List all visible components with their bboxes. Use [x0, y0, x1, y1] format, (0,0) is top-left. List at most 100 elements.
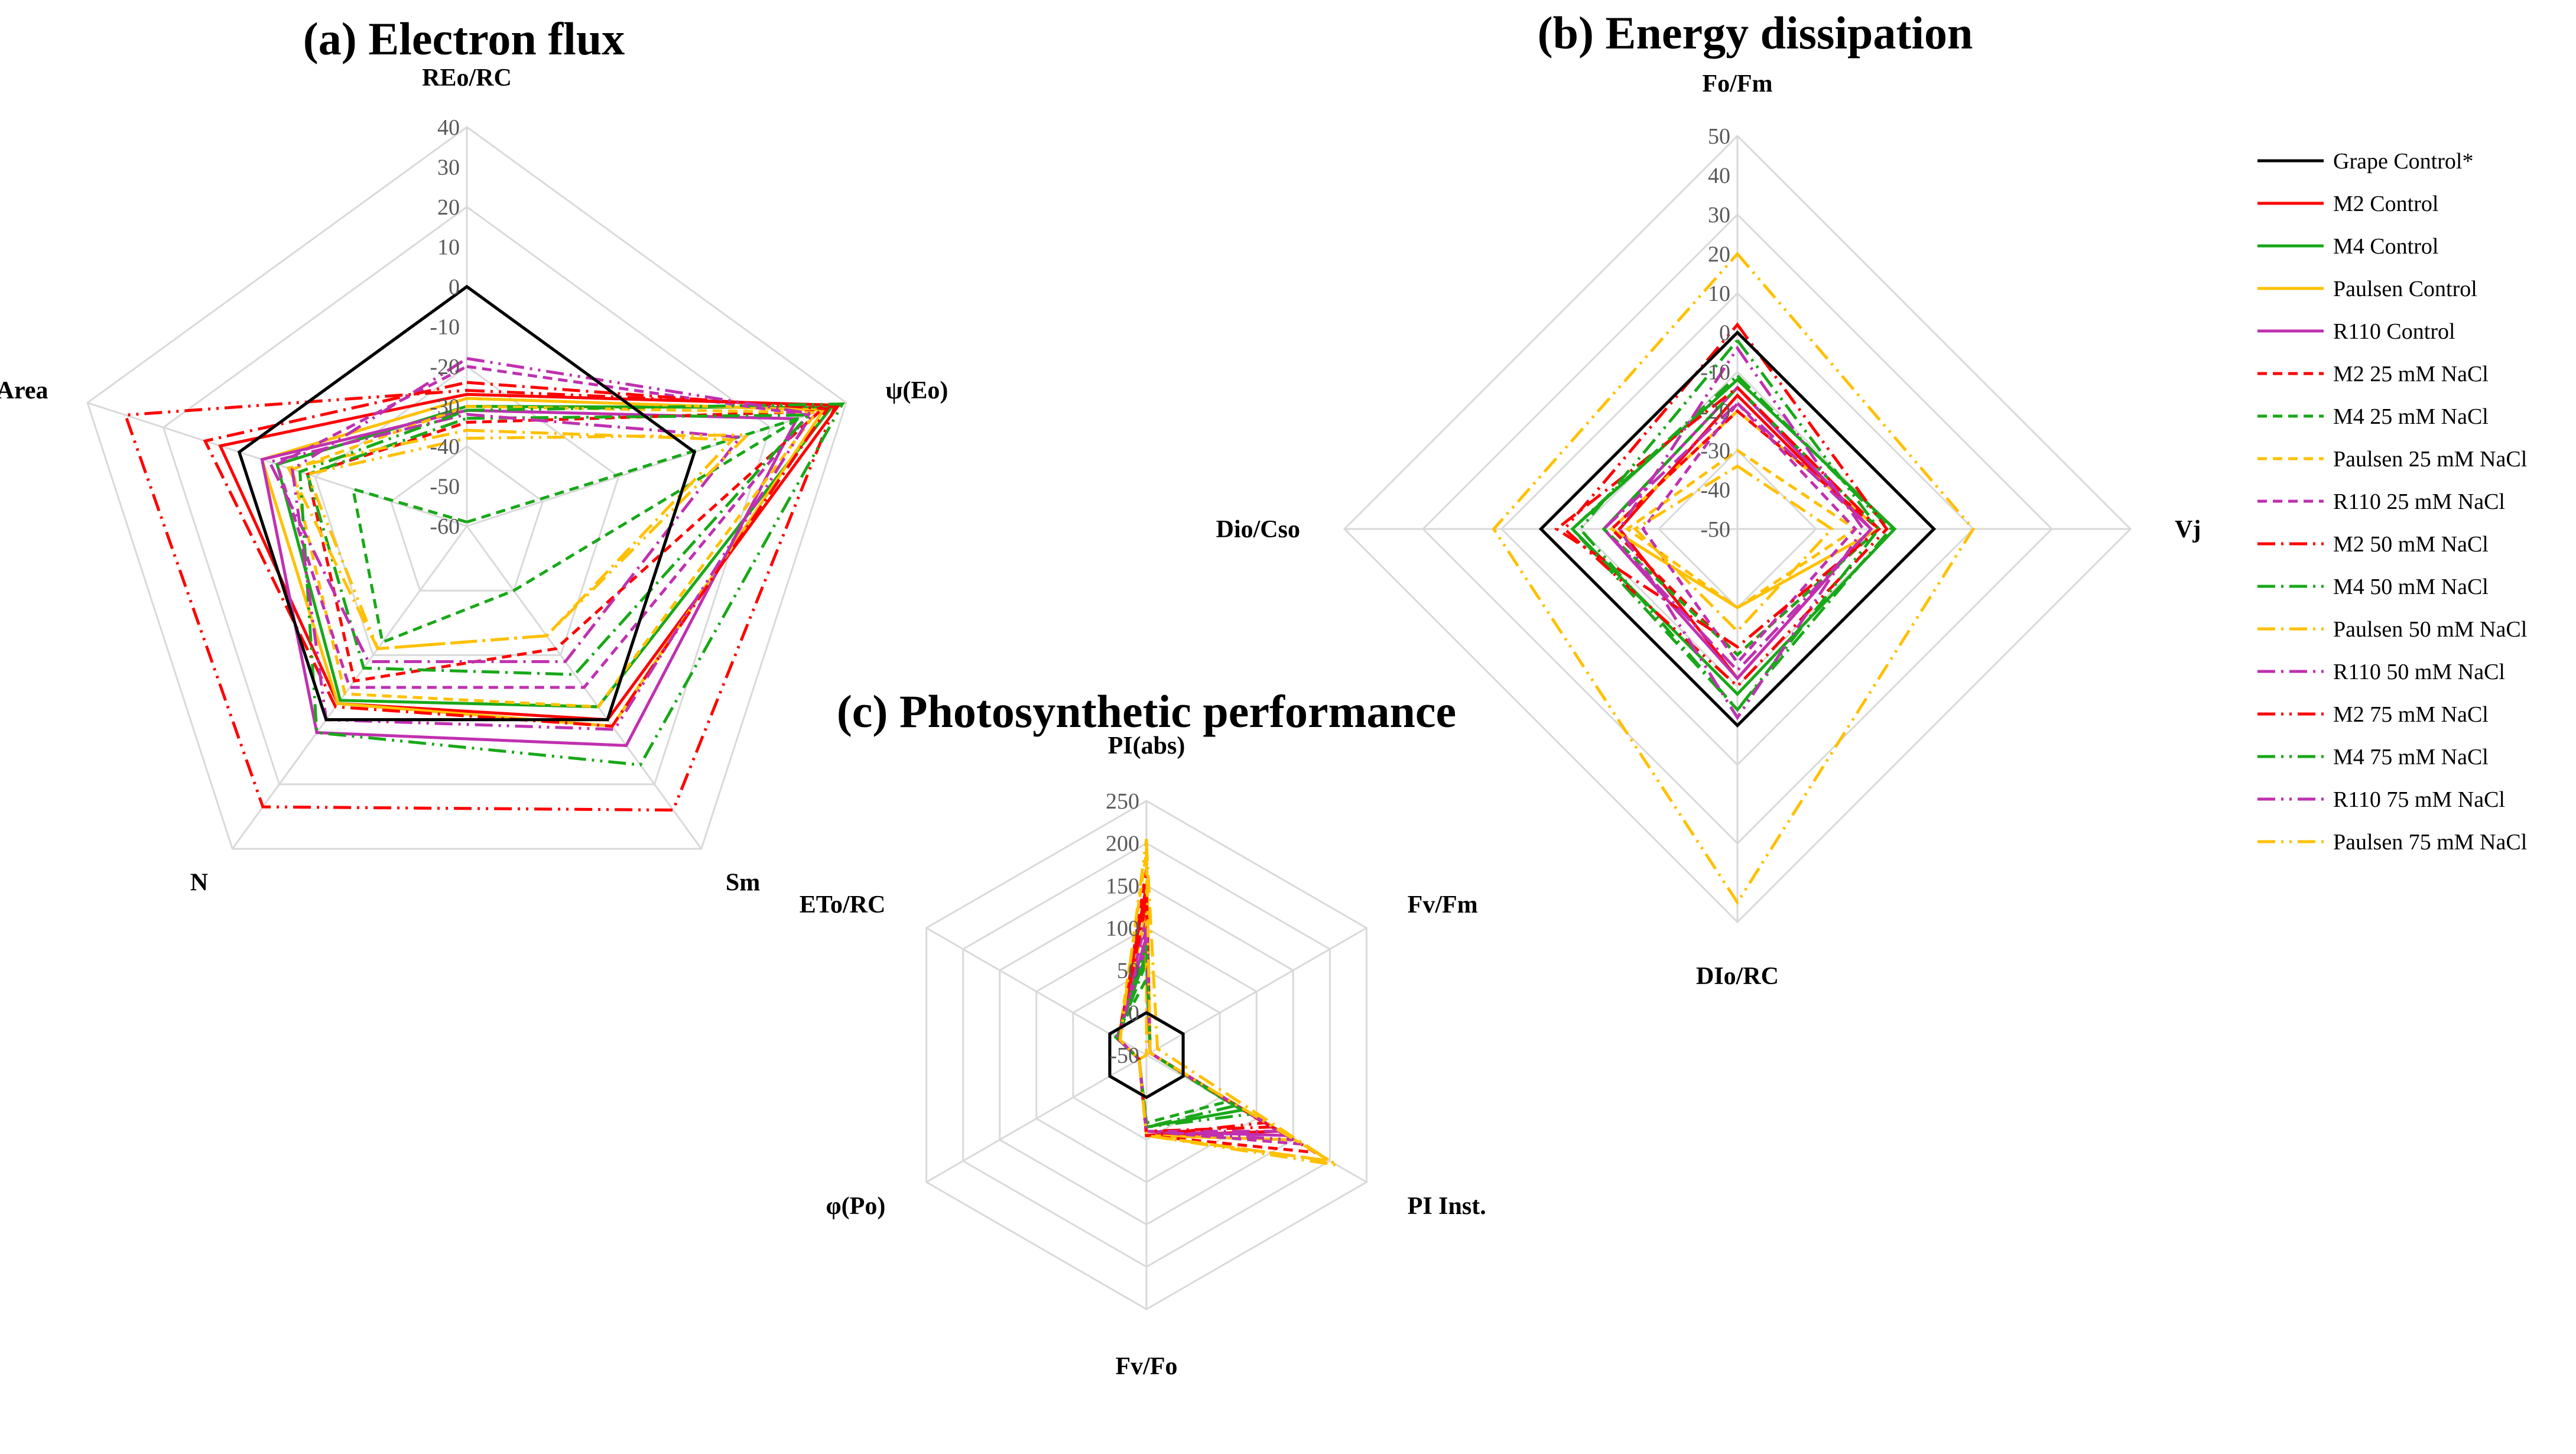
- series-line: Paulsen 75 mM NaCl: [1118, 839, 1339, 1167]
- series-line: M2 50 mM NaCl: [203, 381, 830, 728]
- tick-label: -50: [1700, 517, 1730, 542]
- axis-label: PI(abs): [1108, 732, 1185, 760]
- radar-chart-photosynthetic-performance: (c) Photosynthetic performance Grape Cont…: [800, 686, 1486, 1380]
- tick-label: -30: [430, 395, 460, 420]
- series-line: Paulsen 75 mM NaCl: [305, 433, 752, 651]
- legend-label: Paulsen 25 mM NaCl: [2333, 447, 2527, 472]
- legend-item: R110 75 mM NaCl: [2257, 787, 2505, 812]
- series-line: R110 25 mM NaCl: [1641, 401, 1857, 666]
- tick-label: -40: [430, 434, 460, 459]
- tick-label: 30: [1708, 203, 1730, 228]
- legend-label: M2 25 mM NaCl: [2333, 362, 2489, 387]
- legend-label: R110 50 mM NaCl: [2333, 660, 2505, 684]
- legend-item: Paulsen 75 mM NaCl: [2257, 830, 2527, 855]
- axis-label: Vj: [2175, 516, 2201, 543]
- series-line: M2 25 mM NaCl: [1609, 409, 1882, 657]
- legend-label: M2 Control: [2333, 192, 2438, 216]
- series-line: M4 Control: [275, 404, 834, 709]
- tick-label: -10: [1700, 360, 1730, 385]
- tick-label: 150: [1106, 874, 1139, 898]
- chart-title: (a) Electron flux: [303, 13, 625, 64]
- legend-item: Paulsen 25 mM NaCl: [2257, 447, 2527, 472]
- series-line-reference: [1108, 1011, 1185, 1099]
- series-line: Paulsen 50 mM NaCl: [1137, 843, 1331, 1163]
- tick-label: -20: [1700, 400, 1730, 424]
- tick-label: -40: [1700, 478, 1730, 503]
- axis-label: Fo/Fm: [1703, 70, 1773, 98]
- tick-label: 50: [1708, 124, 1730, 149]
- tick-label: 100: [1106, 916, 1139, 941]
- legend-label: Grape Control*: [2333, 149, 2473, 174]
- series-line-reference: [1538, 330, 1937, 728]
- series-line: M2 75 mM NaCl: [1117, 894, 1269, 1137]
- legend-item: M2 Control: [2257, 192, 2438, 216]
- axis-label: Sm: [726, 869, 760, 897]
- tick-label: -10: [430, 315, 460, 340]
- series-line: Paulsen 25 mM NaCl: [1625, 448, 1859, 610]
- legend-label: Paulsen 75 mM NaCl: [2333, 830, 2527, 855]
- series-line: R110 50 mM NaCl: [267, 413, 743, 663]
- legend-item: M2 25 mM NaCl: [2257, 362, 2489, 387]
- tick-label: 0: [1128, 1001, 1139, 1025]
- legend-item: Paulsen Control: [2257, 277, 2477, 301]
- tick-label: 20: [437, 195, 460, 220]
- series-line: R110 75 mM NaCl: [291, 356, 815, 731]
- series-line: R110 Control: [260, 408, 800, 747]
- series-line: Paulsen 50 mM NaCl: [1633, 464, 1834, 634]
- grid-ring: [162, 206, 772, 786]
- legend: Grape Control* M2 Control M4 Control Paulse…: [2257, 149, 2527, 855]
- legend-label: R110 75 mM NaCl: [2333, 787, 2505, 812]
- legend-label: M4 50 mM NaCl: [2333, 575, 2489, 599]
- axis-spoke: [232, 525, 468, 849]
- chart-title: (c) Photosynthetic performance: [837, 686, 1456, 737]
- series-line: M4 25 mM NaCl: [1602, 385, 1882, 657]
- tick-label: 20: [1708, 242, 1730, 267]
- tick-label: 30: [437, 155, 460, 180]
- series-line: R110 25 mM NaCl: [275, 365, 811, 689]
- series-line-reference: [237, 284, 697, 722]
- axis-label: φ(Po): [826, 1193, 885, 1220]
- tick-label: 40: [437, 115, 460, 140]
- axis-label: Dio/Cso: [1216, 516, 1300, 543]
- legend-label: M4 25 mM NaCl: [2333, 404, 2489, 429]
- axis-label: ETo/RC: [800, 891, 886, 919]
- tick-label: 0: [449, 275, 460, 300]
- legend-label: M2 50 mM NaCl: [2333, 532, 2489, 557]
- grid-ring: [86, 126, 847, 850]
- series-line: M4 50 mM NaCl: [306, 413, 812, 676]
- tick-label: -20: [430, 355, 460, 379]
- legend-item: R110 50 mM NaCl: [2257, 660, 2505, 684]
- grid-ring: [389, 445, 544, 592]
- legend-item: R110 Control: [2257, 319, 2455, 344]
- tick-label: 40: [1708, 164, 1730, 189]
- legend-label: R110 25 mM NaCl: [2333, 489, 2505, 514]
- legend-item: M4 25 mM NaCl: [2257, 404, 2489, 429]
- legend-item: M2 50 mM NaCl: [2257, 532, 2489, 557]
- legend-label: R110 Control: [2333, 319, 2455, 344]
- axis-label: Fv/Fo: [1116, 1353, 1178, 1380]
- legend-label: M2 75 mM NaCl: [2333, 702, 2489, 727]
- legend-label: Paulsen 50 mM NaCl: [2333, 617, 2527, 642]
- legend-item: R110 25 mM NaCl: [2257, 489, 2505, 514]
- chart-title: (b) Energy dissipation: [1538, 7, 1973, 59]
- tick-label: 10: [1708, 281, 1730, 306]
- legend-item: M4 75 mM NaCl: [2257, 745, 2489, 770]
- tick-label: -60: [430, 514, 460, 539]
- series-line: M2 25 mM NaCl: [306, 410, 824, 683]
- tick-label: -50: [430, 475, 460, 499]
- axis-label: Fv/Fm: [1408, 891, 1478, 919]
- legend-item: M4 Control: [2257, 234, 2438, 259]
- axis-label: PI Inst.: [1408, 1193, 1486, 1220]
- series-line: M4 25 mM NaCl: [351, 416, 802, 645]
- legend-item: M2 75 mM NaCl: [2257, 702, 2489, 727]
- legend-item: Grape Control*: [2257, 149, 2473, 174]
- legend-label: M4 Control: [2333, 234, 2438, 259]
- tick-label: 250: [1106, 789, 1139, 814]
- tick-label: -30: [1700, 439, 1730, 463]
- axis-label: ψ(Eo): [886, 377, 948, 404]
- radar-chart-electron-flux: (a) Electron flux Grape Control*M2 Contro…: [0, 13, 948, 897]
- series-line: M2 Control: [1617, 393, 1873, 681]
